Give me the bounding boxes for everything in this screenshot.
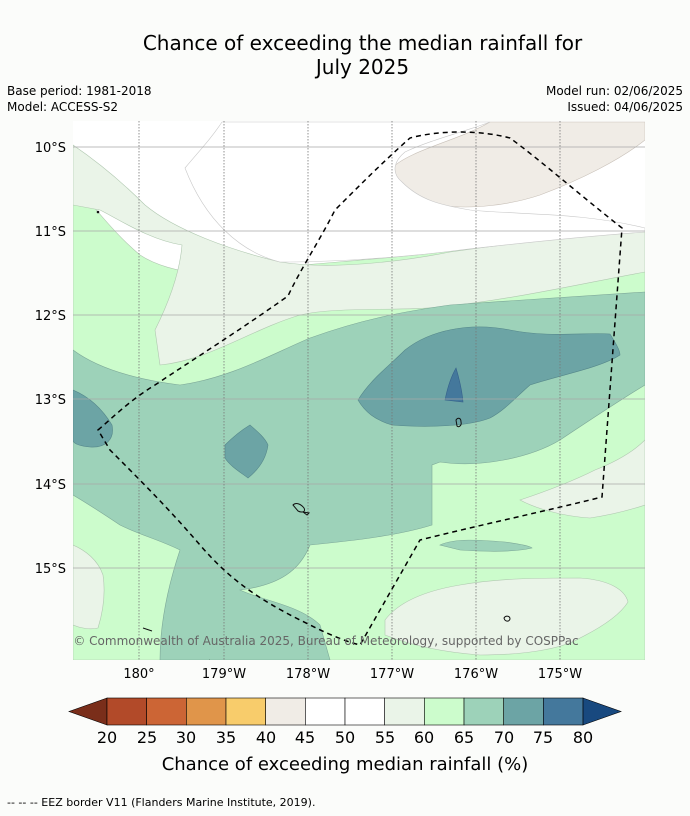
lat-label: 11°S <box>35 225 66 240</box>
meta-left: Base period: 1981-2018 Model: ACCESS-S2 <box>7 83 152 115</box>
island-5 <box>142 627 153 632</box>
colorbar-cell <box>503 697 544 726</box>
islands <box>96 210 511 660</box>
colorbar-tick: 70 <box>494 728 514 747</box>
colorbar-tick: 55 <box>375 728 395 747</box>
eez-footnote: -- -- -- EEZ border V11 (Flanders Marine… <box>7 796 316 809</box>
lon-label: 180° <box>123 667 154 682</box>
lon-label: 177°W <box>370 667 414 682</box>
lon-label: 178°W <box>286 667 330 682</box>
contour-50-55 <box>184 121 645 263</box>
colorbar-cell <box>463 697 504 726</box>
colorbar-label: Chance of exceeding median rainfall (%) <box>162 754 529 775</box>
map-plot-area: © Commonwealth of Australia 2025, Bureau… <box>73 121 645 660</box>
island-3 <box>302 511 311 516</box>
latitude-labels: 10°S 11°S 12°S 13°S 14°S 15°S <box>35 141 66 577</box>
lat-label: 12°S <box>35 309 66 324</box>
contour-55-60-east <box>519 439 645 519</box>
colorbar-tick: 35 <box>216 728 236 747</box>
colorbar-cell <box>305 697 346 726</box>
colorbar: 20 25 30 35 40 45 50 55 60 65 70 75 80 C… <box>68 697 622 775</box>
colorbar-tick: 75 <box>533 728 553 747</box>
lon-label: 176°W <box>454 667 498 682</box>
lat-label: 15°S <box>35 562 66 577</box>
colorbar-tick: 20 <box>97 728 117 747</box>
colorbar-tick: 50 <box>335 728 355 747</box>
contour-55-60-west <box>73 544 105 630</box>
lon-label: 175°W <box>538 667 582 682</box>
colorbar-cell <box>384 697 425 726</box>
lat-label: 10°S <box>35 141 66 156</box>
colorbar-cell <box>424 697 465 726</box>
colorbar-cells <box>68 697 622 726</box>
island-2 <box>292 503 305 513</box>
colorbar-ticks: 20 25 30 35 40 45 50 55 60 65 70 75 80 <box>97 728 593 747</box>
copyright-text: © Commonwealth of Australia 2025, Bureau… <box>73 634 578 648</box>
title-line-1: Chance of exceeding the median rainfall … <box>142 31 583 55</box>
colorbar-arrow-low <box>68 697 108 726</box>
colorbar-cell <box>106 697 147 726</box>
colorbar-cell <box>186 697 227 726</box>
island-7 <box>96 210 100 214</box>
map-title: Chance of exceeding the median rainfall … <box>0 31 690 79</box>
colorbar-tick: 25 <box>137 728 157 747</box>
colorbar-cell <box>344 697 385 726</box>
base-period: Base period: 1981-2018 <box>7 84 152 98</box>
lat-label: 14°S <box>35 478 66 493</box>
colorbar-tick: 45 <box>295 728 315 747</box>
eez-border <box>97 131 623 646</box>
meta-right: Model run: 02/06/2025 Issued: 04/06/2025 <box>546 83 683 115</box>
graticule <box>73 121 645 660</box>
island-1 <box>455 417 462 428</box>
colorbar-cell <box>225 697 266 726</box>
contour-70-75-center <box>224 424 269 479</box>
longitude-labels: 180° 179°W 178°W 177°W 176°W 175°W <box>123 667 582 682</box>
contour-55-60-top <box>73 144 645 366</box>
model-run: Model run: 02/06/2025 <box>545 84 683 98</box>
colorbar-arrow-high <box>582 697 622 726</box>
contour-75-80 <box>444 367 464 403</box>
model-name: Model: ACCESS-S2 <box>7 100 119 114</box>
island-6 <box>209 659 210 660</box>
colorbar-cell <box>146 697 187 726</box>
colorbar-tick: 65 <box>454 728 474 747</box>
colorbar-tick: 60 <box>414 728 434 747</box>
island-4 <box>503 615 511 622</box>
colorbar-tick: 30 <box>176 728 196 747</box>
issued-date: Issued: 04/06/2025 <box>567 100 683 114</box>
contour-65-70-patch <box>439 539 533 552</box>
colorbar-tick: 80 <box>573 728 593 747</box>
lat-label: 13°S <box>35 393 66 408</box>
contour-70-75-core <box>357 326 621 427</box>
colorbar-tick: 40 <box>256 728 276 747</box>
colorbar-cell <box>265 697 306 726</box>
lon-label: 179°W <box>202 667 246 682</box>
title-line-2: July 2025 <box>315 55 410 79</box>
colorbar-cell <box>543 697 584 726</box>
